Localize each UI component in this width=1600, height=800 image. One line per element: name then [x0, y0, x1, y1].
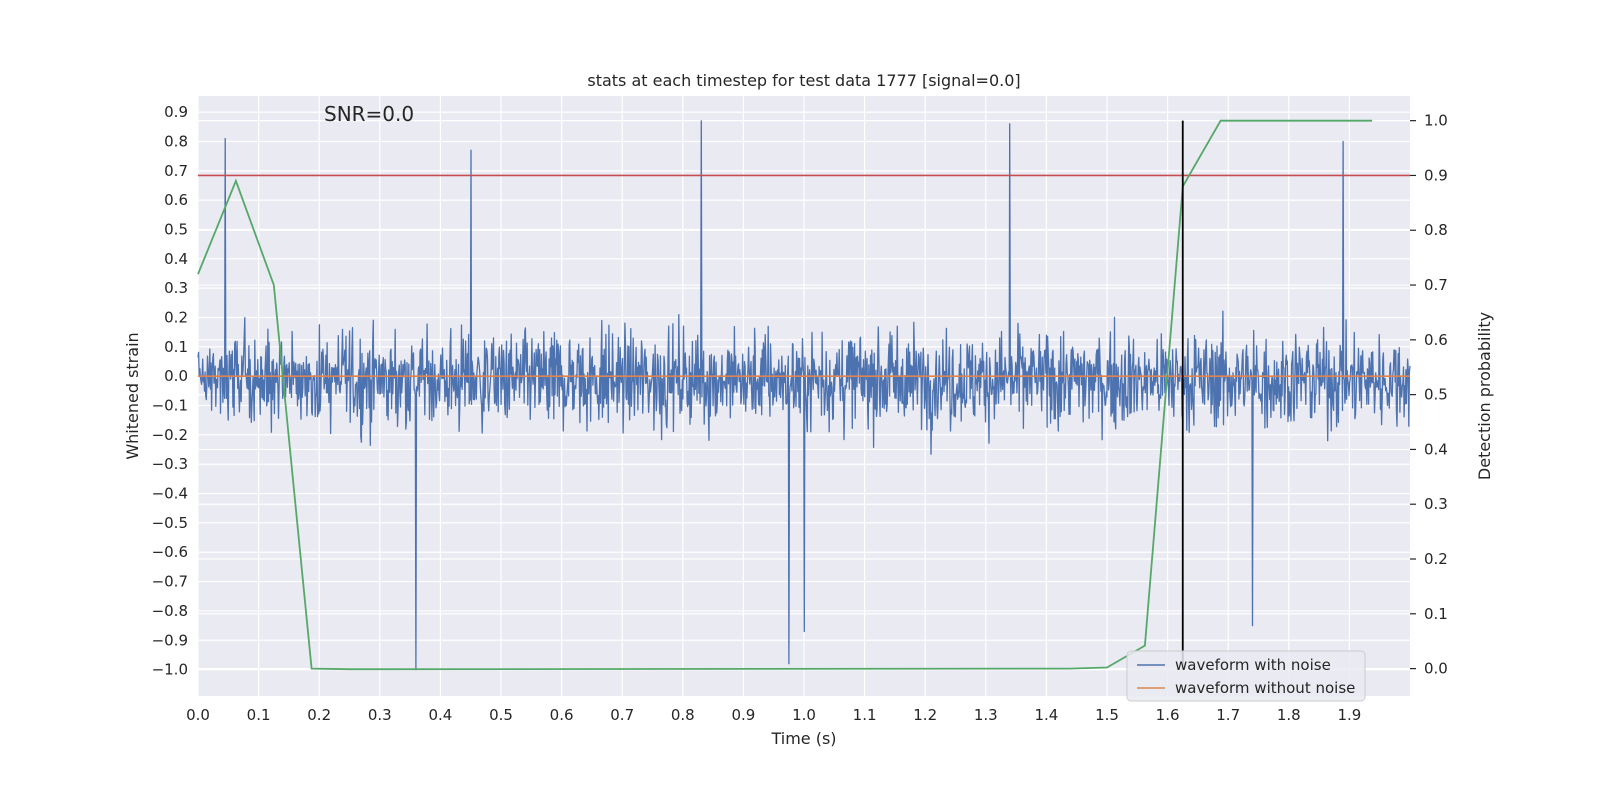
x-tick-label: 1.3: [974, 706, 998, 724]
y-tick-label: −0.7: [152, 573, 188, 591]
y2-tick-label: 0.6: [1424, 331, 1448, 349]
y2-tick-label: 0.8: [1424, 221, 1448, 239]
x-tick-label: 1.6: [1156, 706, 1180, 724]
y-tick-label: 0.5: [164, 220, 188, 238]
y2-tick-label: 0.0: [1424, 660, 1448, 678]
legend-label-clean: waveform without noise: [1175, 679, 1355, 697]
y-tick-label: 0.3: [164, 279, 188, 297]
y-tick-label: −0.9: [152, 631, 188, 649]
x-tick-label: 0.7: [610, 706, 634, 724]
y-tick-label: −0.5: [152, 514, 188, 532]
x-tick-label: 0.0: [186, 706, 210, 724]
y-tick-label: −1.0: [152, 661, 188, 679]
x-tick-label: 1.5: [1095, 706, 1119, 724]
probability-line: [197, 119, 1373, 671]
y-tick-label: −0.4: [152, 485, 188, 503]
x-tick-label: 0.3: [368, 706, 392, 724]
y2-tick-label: 0.1: [1424, 605, 1448, 623]
y-tick-label: 0.7: [164, 162, 188, 180]
y-tick-label: 0.9: [164, 103, 188, 121]
y-tick-label: −0.6: [152, 543, 188, 561]
legend-label-noise: waveform with noise: [1175, 656, 1331, 674]
x-tick-label: 1.7: [1216, 706, 1240, 724]
y2-tick-label: 0.4: [1424, 440, 1448, 458]
y-axis-ticks: 0.9 0.8 0.7 0.6 0.5 0.4 0.3 0.2 0.1 0.0 −0.1 −0.2 −0…: [152, 103, 188, 678]
x-tick-label: 1.1: [853, 706, 877, 724]
grid-lines: [197, 96, 1410, 696]
y-tick-label: 0.1: [164, 338, 188, 356]
x-tick-label: 1.0: [792, 706, 816, 724]
noisy-waveform-line: [197, 120, 1411, 671]
y2-tick-label: 1.0: [1424, 112, 1448, 130]
y-tick-label: −0.8: [152, 602, 188, 620]
y2-tick-label: 0.2: [1424, 550, 1448, 568]
y-tick-label: 0.6: [164, 191, 188, 209]
x-tick-label: 0.5: [489, 706, 513, 724]
x-axis-ticks: 0.0 0.1 0.2 0.3 0.4 0.5 0.6 0.7 0.8 0.9 1.0 1.1 1.2 1…: [186, 706, 1361, 724]
y2-axis-ticks: 1.0 0.9 0.8 0.7 0.6 0.5 0.4 0.3 0.2 0.1 0.0: [1410, 112, 1448, 678]
y2-tick-label: 0.5: [1424, 386, 1448, 404]
x-axis-label: Time (s): [770, 729, 836, 748]
chart-title: stats at each timestep for test data 177…: [587, 71, 1020, 90]
y-tick-label: 0.2: [164, 309, 188, 327]
y-tick-label: 0.4: [164, 250, 188, 268]
y2-axis-label: Detection probability: [1475, 312, 1494, 480]
x-tick-label: 0.8: [671, 706, 695, 724]
y2-tick-label: 0.3: [1424, 495, 1448, 513]
x-tick-label: 1.8: [1277, 706, 1301, 724]
y-tick-label: 0.8: [164, 132, 188, 150]
x-tick-label: 1.2: [913, 706, 937, 724]
x-tick-label: 0.4: [428, 706, 452, 724]
x-tick-label: 0.9: [731, 706, 755, 724]
y-tick-label: 0.0: [164, 367, 188, 385]
x-tick-label: 1.4: [1034, 706, 1058, 724]
y2-tick-label: 0.9: [1424, 166, 1448, 184]
series-waveform-with-noise: [197, 120, 1411, 671]
y-tick-label: −0.2: [152, 426, 188, 444]
y2-tick-label: 0.7: [1424, 276, 1448, 294]
y-tick-label: −0.3: [152, 455, 188, 473]
y-tick-label: −0.1: [152, 397, 188, 415]
x-tick-label: 1.9: [1337, 706, 1361, 724]
snr-annotation: SNR=0.0: [324, 102, 414, 126]
x-tick-label: 0.1: [247, 706, 271, 724]
legend: waveform with noise waveform without noi…: [1126, 650, 1366, 702]
x-tick-label: 0.2: [307, 706, 331, 724]
x-tick-label: 0.6: [550, 706, 574, 724]
legend-box: [1126, 650, 1366, 702]
y-axis-label: Whitened strain: [123, 332, 142, 459]
series-detection-probability: [197, 119, 1373, 671]
